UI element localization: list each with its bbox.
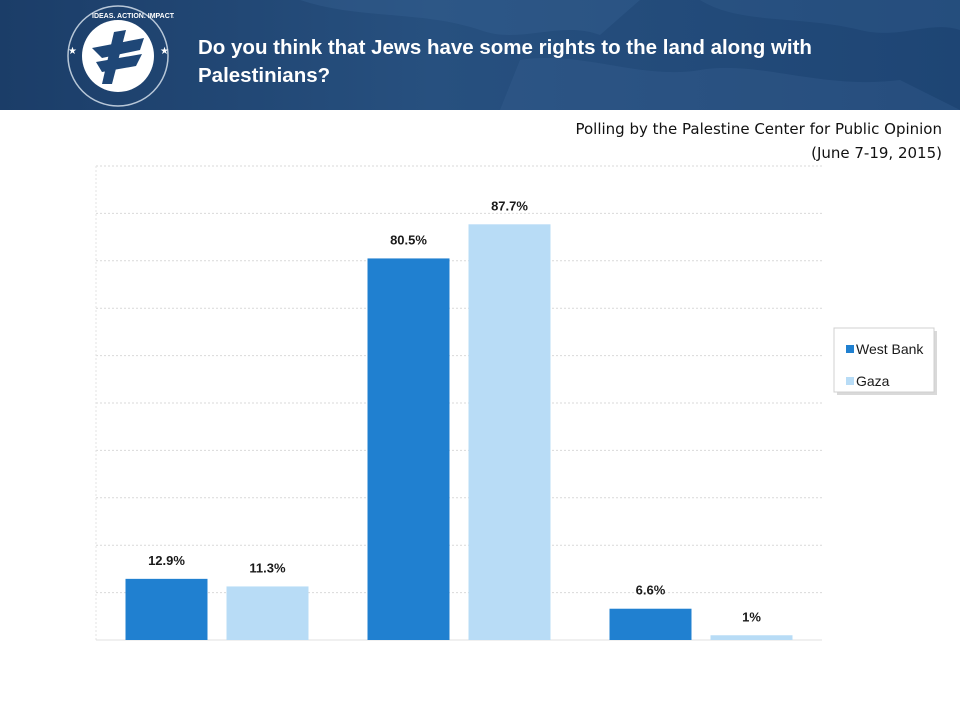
svg-text:★: ★ bbox=[68, 46, 77, 57]
bar-gaza bbox=[468, 224, 551, 640]
data-label: 80.5% bbox=[390, 232, 427, 247]
data-label: 87.7% bbox=[491, 198, 528, 213]
page-title: Do you think that Jews have some rights … bbox=[198, 36, 812, 87]
legend-label: Gaza bbox=[856, 373, 890, 389]
bar-gaza bbox=[710, 635, 793, 640]
legend-swatch bbox=[846, 377, 854, 385]
bar-gaza bbox=[226, 586, 309, 640]
svg-text:★: ★ bbox=[160, 46, 169, 57]
legend-label: West Bank bbox=[856, 341, 924, 357]
legend-swatch bbox=[846, 345, 854, 353]
legend bbox=[833, 327, 935, 393]
source-line-1: Polling by the Palestine Center for Publ… bbox=[575, 120, 942, 138]
data-label: 12.9% bbox=[148, 553, 185, 568]
data-label: 1% bbox=[742, 609, 761, 624]
bar-chart: 12.9% 11.3% 80.5% 87.7% 6.6% 1% West Bank Gaza bbox=[95, 165, 937, 641]
bar-west-bank bbox=[609, 608, 692, 640]
bar-west-bank bbox=[125, 578, 208, 640]
data-label: 11.3% bbox=[249, 560, 286, 575]
source-line-2: (June 7-19, 2015) bbox=[811, 144, 942, 162]
header-banner: ★ ★ IDEAS. ACTION. IMPACT. Do you think … bbox=[0, 0, 960, 110]
world-map-texture bbox=[300, 0, 960, 110]
institute-seal-icon: ★ ★ IDEAS. ACTION. IMPACT. bbox=[67, 5, 174, 107]
svg-text:IDEAS. ACTION. IMPACT.: IDEAS. ACTION. IMPACT. bbox=[92, 13, 174, 20]
data-label: 6.6% bbox=[636, 583, 666, 598]
bar-west-bank bbox=[367, 258, 450, 640]
source-note: Polling by the Palestine Center for Publ… bbox=[575, 117, 942, 165]
